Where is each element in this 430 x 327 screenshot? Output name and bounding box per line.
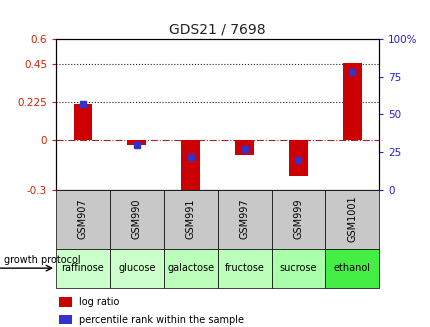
Bar	[74, 104, 92, 140]
Text: GSM990: GSM990	[132, 199, 141, 239]
Text: log ratio: log ratio	[79, 297, 119, 307]
Bar	[325, 190, 378, 249]
Bar	[56, 249, 110, 288]
Bar	[163, 190, 217, 249]
Bar	[235, 140, 253, 155]
Text: percentile rank within the sample: percentile rank within the sample	[79, 315, 243, 325]
Bar	[325, 249, 378, 288]
Bar	[271, 249, 325, 288]
Text: glucose: glucose	[118, 263, 155, 273]
Text: raffinose: raffinose	[61, 263, 104, 273]
Bar	[110, 190, 163, 249]
Text: ethanol: ethanol	[333, 263, 370, 273]
Text: GSM1001: GSM1001	[347, 196, 356, 242]
Text: GSM997: GSM997	[239, 199, 249, 239]
Bar	[271, 190, 325, 249]
Title: GDS21 / 7698: GDS21 / 7698	[169, 23, 265, 37]
Text: GSM999: GSM999	[293, 199, 303, 239]
Bar	[289, 140, 307, 176]
Bar	[59, 297, 72, 307]
Bar	[110, 249, 163, 288]
Bar	[59, 315, 72, 324]
Text: GSM907: GSM907	[78, 199, 88, 239]
Bar	[217, 190, 271, 249]
Text: GSM991: GSM991	[185, 199, 195, 239]
Text: growth protocol: growth protocol	[4, 255, 81, 265]
Text: fructose: fructose	[224, 263, 264, 273]
Bar	[181, 140, 200, 198]
Bar	[127, 140, 146, 145]
Bar	[217, 249, 271, 288]
Bar	[163, 249, 217, 288]
Text: sucrose: sucrose	[279, 263, 316, 273]
Bar	[342, 63, 361, 140]
Bar	[56, 190, 110, 249]
Text: galactose: galactose	[167, 263, 214, 273]
